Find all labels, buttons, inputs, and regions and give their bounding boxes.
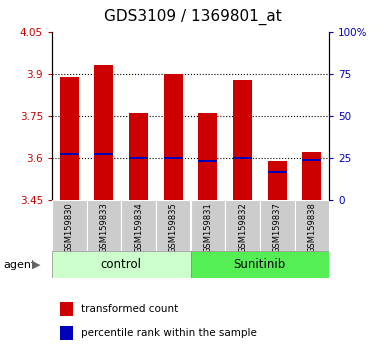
Bar bbox=[164, 157, 183, 159]
Text: GSM159831: GSM159831 bbox=[203, 202, 213, 253]
Bar bbox=[129, 157, 148, 159]
Bar bbox=[94, 65, 114, 200]
Text: GDS3109 / 1369801_at: GDS3109 / 1369801_at bbox=[104, 9, 281, 25]
Bar bbox=[191, 251, 329, 278]
Bar bbox=[60, 326, 73, 339]
Bar bbox=[302, 152, 321, 200]
Bar bbox=[225, 200, 260, 251]
Bar bbox=[52, 200, 87, 251]
Bar bbox=[295, 200, 329, 251]
Bar bbox=[52, 251, 191, 278]
Bar bbox=[164, 74, 183, 200]
Bar bbox=[302, 159, 321, 161]
Text: GSM159830: GSM159830 bbox=[65, 202, 74, 253]
Bar bbox=[156, 200, 191, 251]
Text: agent: agent bbox=[4, 259, 36, 270]
Bar bbox=[191, 200, 225, 251]
Bar bbox=[129, 113, 148, 200]
Bar bbox=[121, 200, 156, 251]
Bar bbox=[268, 171, 287, 173]
Text: transformed count: transformed count bbox=[81, 304, 178, 314]
Bar bbox=[233, 80, 252, 200]
Text: GSM159834: GSM159834 bbox=[134, 202, 143, 253]
Bar bbox=[60, 153, 79, 155]
Bar bbox=[233, 157, 252, 159]
Text: control: control bbox=[101, 258, 142, 271]
Bar bbox=[87, 200, 121, 251]
Text: percentile rank within the sample: percentile rank within the sample bbox=[81, 328, 257, 338]
Text: ▶: ▶ bbox=[32, 259, 40, 270]
Text: GSM159835: GSM159835 bbox=[169, 202, 178, 253]
Bar bbox=[268, 161, 287, 200]
Bar bbox=[198, 113, 218, 200]
Text: GSM159837: GSM159837 bbox=[273, 202, 282, 253]
Text: GSM159832: GSM159832 bbox=[238, 202, 247, 253]
Bar bbox=[60, 302, 73, 315]
Text: Sunitinib: Sunitinib bbox=[234, 258, 286, 271]
Bar bbox=[198, 160, 218, 162]
Bar bbox=[60, 77, 79, 200]
Text: GSM159838: GSM159838 bbox=[307, 202, 316, 253]
Bar bbox=[94, 153, 114, 155]
Bar bbox=[260, 200, 295, 251]
Text: GSM159833: GSM159833 bbox=[99, 202, 109, 253]
